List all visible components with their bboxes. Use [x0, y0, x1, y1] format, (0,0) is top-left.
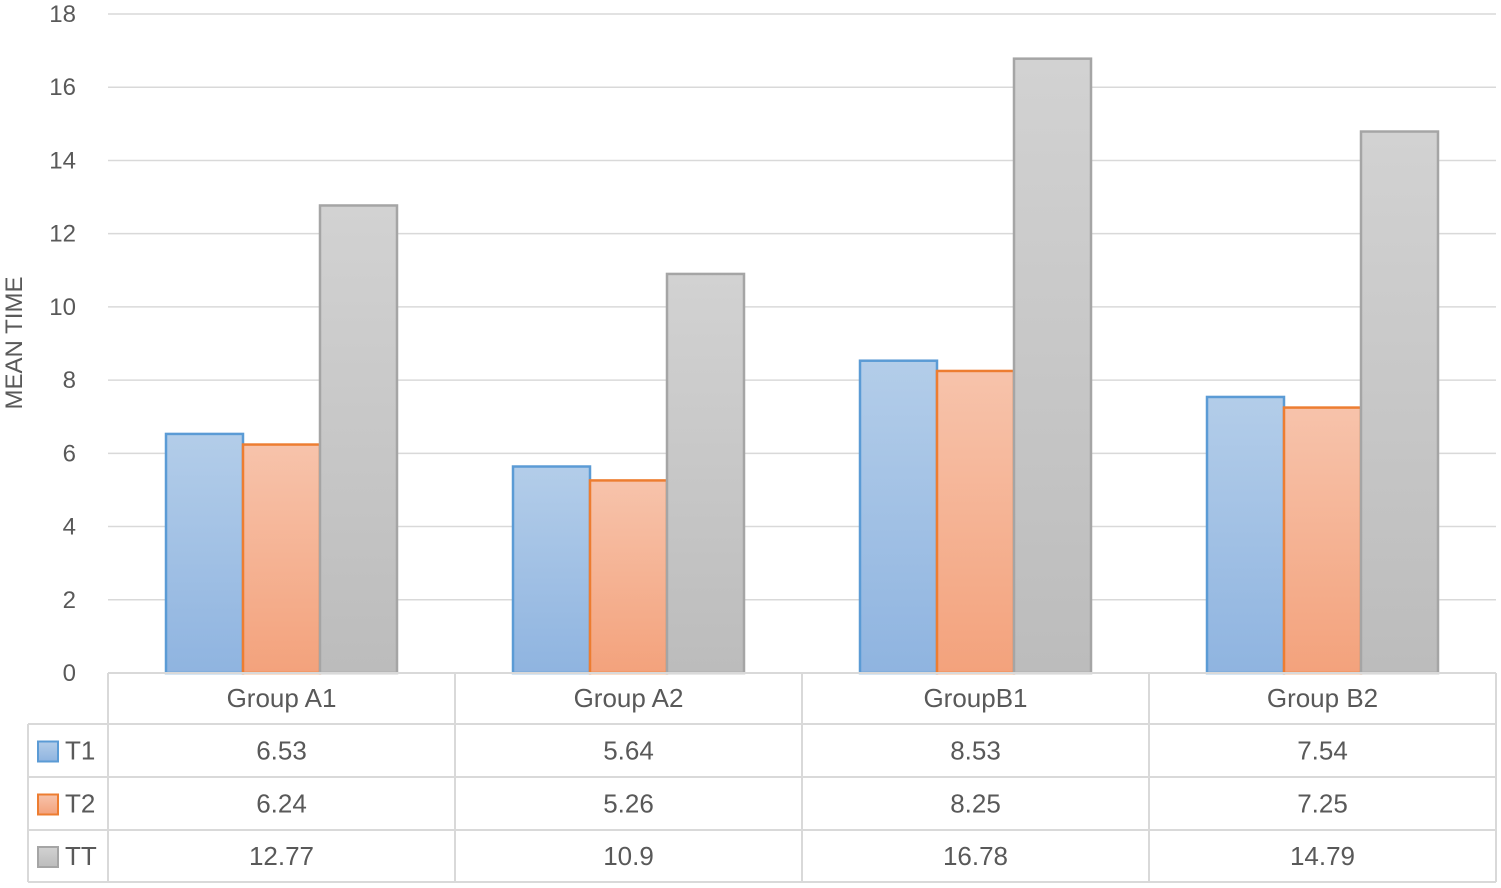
data-label: 16.78: [943, 841, 1008, 871]
y-tick-label: 18: [49, 1, 76, 28]
data-label: 14.79: [1290, 841, 1355, 871]
y-tick-label: 12: [49, 221, 76, 248]
bar-tt-1: [318, 204, 399, 675]
y-tick-label: 16: [49, 74, 76, 101]
y-tick-label: 2: [63, 587, 76, 614]
legend-key-t1: [37, 740, 59, 763]
bar-t1-2: [511, 465, 592, 675]
bar-tt-4: [1359, 130, 1440, 675]
bar-t2-1: [241, 443, 322, 675]
data-label: 5.64: [603, 736, 654, 766]
data-label: 5.26: [603, 789, 654, 819]
bars: [164, 57, 1440, 675]
bar-t2-2: [588, 479, 669, 675]
bar-tt-3: [1012, 57, 1093, 675]
bar-t2-3: [935, 369, 1016, 675]
legend-label: T1: [65, 736, 95, 766]
y-tick-label: 4: [63, 514, 76, 541]
data-table: Group A1 Group A2 GroupB1 Group B2 T1 6.53 5.6…: [27, 672, 1497, 883]
data-label: 10.9: [603, 841, 654, 871]
legend-key-tt: [37, 846, 59, 868]
x-category-label: Group A1: [227, 683, 337, 713]
x-category-label: Group B2: [1267, 683, 1378, 713]
bar-t1-3: [858, 359, 939, 675]
data-label: 6.24: [256, 789, 307, 819]
y-tick-label: 6: [63, 440, 76, 467]
legend-label: T2: [65, 789, 95, 819]
data-label: 7.54: [1297, 736, 1348, 766]
bar-t2-4: [1282, 406, 1363, 675]
bar-tt-2: [665, 272, 746, 675]
bar-t1-1: [164, 432, 245, 675]
y-tick-label: 0: [63, 660, 76, 687]
data-label: 12.77: [249, 841, 314, 871]
y-tick-label: 14: [49, 147, 76, 174]
data-label: 6.53: [256, 736, 307, 766]
x-category-label: GroupB1: [923, 683, 1027, 713]
data-label: 8.53: [950, 736, 1001, 766]
y-axis-label: MEAN TIME: [1, 277, 28, 410]
y-tick-label: 8: [63, 367, 76, 394]
legend-label: TT: [65, 841, 97, 871]
data-label: 7.25: [1297, 789, 1348, 819]
y-tick-label: 10: [49, 294, 76, 321]
data-label: 8.25: [950, 789, 1001, 819]
bar-t1-4: [1205, 395, 1286, 675]
y-axis-ticks: 0 2 4 6 8 10 12 14 16 18: [49, 1, 76, 687]
legend-key-t2: [37, 793, 59, 816]
x-category-label: Group A2: [574, 683, 684, 713]
